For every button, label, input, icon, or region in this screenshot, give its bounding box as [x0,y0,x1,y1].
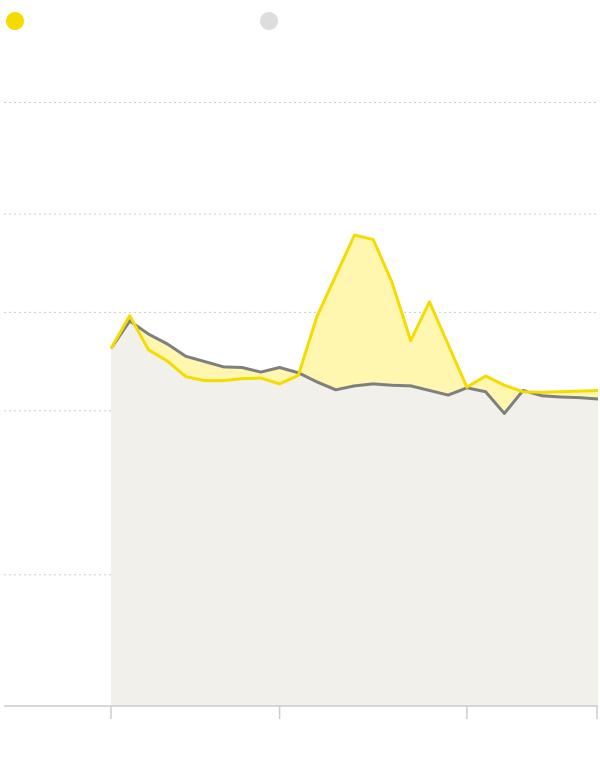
legend-dot-secondary-icon [260,12,278,30]
legend-item-secondary[interactable] [260,12,284,30]
legend [0,0,600,44]
legend-dot-primary-icon [6,12,24,30]
area-difference [111,234,598,414]
area-cover [111,320,598,706]
x-axis [4,705,598,719]
series-line-secondary [109,319,599,415]
line-layer [109,233,599,415]
legend-item-primary[interactable] [6,12,30,30]
series-line-primary [109,233,599,394]
area-layer [111,234,598,706]
